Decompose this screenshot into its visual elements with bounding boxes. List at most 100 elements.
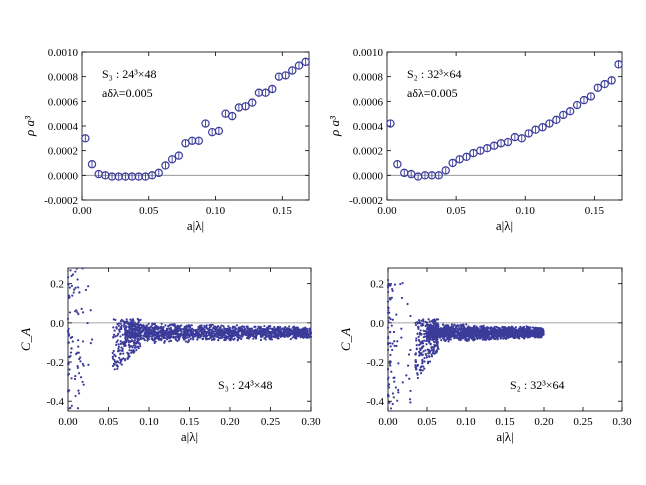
data-point — [593, 83, 603, 92]
data-point — [210, 329, 213, 332]
data-point — [68, 311, 72, 314]
data-point — [416, 363, 419, 367]
data-point — [433, 320, 436, 323]
panel-annotation: S₃ : 24³×48 — [218, 378, 273, 392]
data-point — [294, 337, 298, 340]
data-point — [161, 161, 170, 170]
data-point — [163, 339, 166, 343]
data-point — [146, 335, 149, 339]
data-point — [131, 319, 134, 322]
data-point — [114, 318, 117, 322]
data-point — [112, 318, 115, 321]
data-point — [288, 66, 297, 75]
data-point — [120, 363, 123, 366]
x-tick-label: 0.15 — [180, 416, 200, 428]
data-point — [270, 338, 274, 341]
data-point — [113, 329, 116, 332]
data-point — [126, 330, 129, 333]
data-point — [468, 335, 471, 339]
data-point — [235, 330, 238, 333]
data-point — [230, 333, 233, 336]
data-point — [257, 330, 261, 333]
data-point — [417, 335, 420, 339]
data-point — [190, 334, 193, 337]
data-point — [215, 331, 219, 334]
data-point — [248, 328, 251, 332]
data-point — [272, 332, 275, 335]
data-point — [389, 318, 392, 321]
data-point — [479, 336, 482, 339]
data-point — [170, 332, 173, 335]
data-point — [505, 336, 509, 339]
data-point — [165, 333, 168, 336]
data-point — [76, 364, 79, 368]
data-point — [400, 327, 403, 330]
data-point — [162, 331, 165, 334]
data-point — [77, 392, 81, 395]
data-point — [386, 306, 390, 309]
data-point — [74, 394, 77, 398]
data-point — [432, 326, 435, 329]
data-point — [174, 333, 177, 336]
data-point — [177, 338, 181, 341]
data-point — [397, 391, 400, 394]
data-point — [444, 331, 447, 334]
data-point — [607, 76, 616, 85]
data-point — [431, 319, 434, 323]
data-point — [68, 368, 71, 371]
data-point — [183, 335, 186, 339]
data-point — [276, 337, 279, 340]
data-point — [67, 390, 70, 393]
data-point — [185, 326, 188, 330]
data-point — [270, 335, 273, 338]
data-point — [539, 326, 542, 330]
data-point — [123, 327, 127, 331]
data-point — [192, 335, 196, 338]
x-tick-label: 0.10 — [206, 205, 226, 217]
data-point — [417, 338, 420, 342]
data-point — [476, 337, 479, 340]
data-point — [392, 330, 396, 334]
data-point — [134, 331, 137, 334]
data-point — [74, 374, 77, 378]
data-point — [464, 334, 468, 337]
data-point — [488, 338, 491, 341]
data-point — [128, 344, 131, 347]
data-point — [139, 336, 143, 340]
data-point — [236, 334, 240, 337]
data-point — [168, 335, 172, 338]
data-point — [414, 366, 418, 369]
data-point — [464, 337, 468, 340]
data-point — [150, 328, 153, 331]
data-point — [198, 330, 202, 333]
data-point — [516, 332, 519, 335]
data-point — [132, 348, 135, 352]
data-point — [70, 377, 73, 380]
data-point — [121, 347, 124, 350]
data-point — [197, 328, 200, 331]
data-point — [391, 348, 394, 352]
data-point — [434, 329, 437, 332]
data-point — [146, 339, 149, 342]
data-point — [182, 330, 186, 333]
data-point — [234, 103, 244, 112]
data-point — [124, 332, 127, 335]
data-point — [223, 327, 226, 330]
data-point — [283, 335, 286, 338]
data-point — [211, 335, 214, 338]
data-point — [113, 358, 116, 362]
data-point — [600, 79, 609, 89]
data-point — [120, 318, 123, 322]
data-point — [222, 325, 225, 328]
data-point — [415, 337, 418, 340]
data-point — [391, 392, 395, 395]
data-point — [138, 334, 142, 338]
data-point — [447, 338, 451, 341]
data-point — [201, 119, 210, 128]
data-point — [283, 333, 287, 336]
data-point — [545, 119, 554, 128]
data-point — [223, 336, 226, 339]
data-point — [447, 333, 450, 336]
data-point — [415, 360, 418, 364]
data-point — [498, 331, 501, 334]
